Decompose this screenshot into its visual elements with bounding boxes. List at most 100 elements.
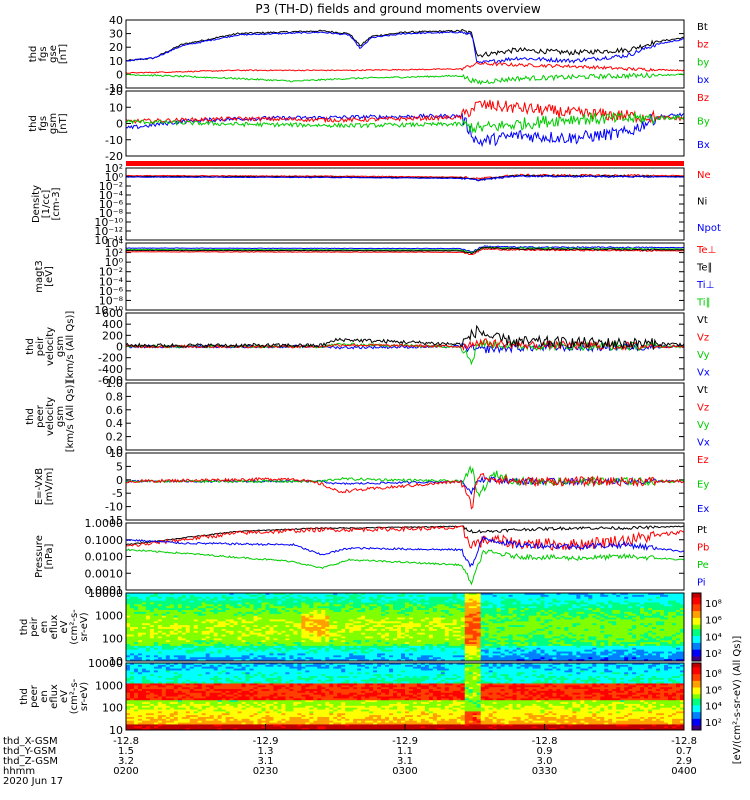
heat-cell [600, 649, 605, 653]
heat-cell [321, 615, 326, 619]
heat-cell [401, 619, 406, 622]
heat-cell [157, 630, 163, 634]
panel-frame [125, 167, 685, 241]
ytick-label: 10⁻² [99, 266, 123, 279]
heat-cell [337, 623, 342, 626]
heat-cell [141, 615, 147, 619]
heat-cell [317, 638, 322, 641]
heat-cell [628, 655, 633, 658]
heat-cell [556, 613, 561, 617]
heat-cell [624, 623, 629, 626]
heat-cell [165, 632, 171, 636]
heat-cell [281, 627, 286, 630]
heat-cell [237, 628, 243, 632]
heat-cell [432, 594, 438, 598]
heat-cell [389, 593, 394, 596]
heat-cell [428, 615, 434, 619]
heat-cell [401, 621, 406, 624]
heat-cell [309, 630, 314, 634]
heat-cell [153, 645, 159, 649]
heat-cell [552, 655, 557, 658]
heat-cell [484, 606, 490, 609]
ylabel-line: eV [59, 620, 70, 633]
heat-cell [345, 598, 350, 602]
heat-cell [365, 657, 370, 660]
heat-cell [233, 657, 239, 660]
ylabel-line: magt3 [34, 260, 45, 293]
heat-cell [508, 621, 514, 624]
heat-cell [456, 621, 462, 624]
heat-cell [209, 628, 215, 632]
heat-cell [496, 611, 502, 615]
heat-cell [524, 619, 530, 622]
heat-cell [225, 634, 231, 637]
heat-cell [432, 606, 438, 609]
heat-cell [496, 642, 502, 645]
heat-cell [333, 593, 338, 596]
heat-cell [317, 615, 322, 619]
heat-cell [357, 638, 362, 641]
heat-cell [516, 617, 522, 620]
heat-cell [273, 657, 278, 660]
heat-cell [460, 630, 466, 634]
heat-cell [580, 621, 585, 624]
heat-cell [608, 632, 613, 636]
heat-cell [293, 613, 298, 617]
heat-cell [305, 610, 310, 613]
heat-cell [412, 642, 418, 645]
heat-cell [560, 642, 565, 645]
heat-cell [548, 611, 553, 615]
heat-cell [608, 600, 613, 603]
heat-cell [412, 621, 418, 624]
heat-cell [213, 636, 219, 639]
heat-cell [405, 651, 410, 654]
heat-cell [369, 627, 374, 630]
heat-cell [329, 608, 334, 611]
heat-cell [126, 655, 131, 658]
heat-cell [440, 621, 446, 624]
heat-cell [309, 649, 314, 653]
heat-cell [416, 632, 422, 636]
heat-cell [277, 611, 282, 615]
heat-cell [185, 655, 191, 658]
heat-cell [361, 606, 366, 609]
heat-cell [452, 593, 458, 596]
heat-cell [241, 645, 247, 649]
heat-cell [468, 606, 474, 609]
heat-cell [269, 653, 274, 656]
heat-cell [389, 625, 394, 628]
heat-cell [616, 655, 621, 658]
heat-cell [588, 619, 593, 622]
heat-cell [193, 596, 199, 600]
heat-cell [389, 621, 394, 624]
heat-cell [592, 621, 597, 624]
heat-cell [532, 621, 538, 624]
heat-cell [460, 600, 466, 603]
ylabel-line: peir [35, 336, 46, 356]
heat-cell [345, 657, 350, 660]
heat-cell [249, 636, 255, 639]
heat-cell [161, 594, 167, 598]
heat-cell [133, 653, 139, 656]
heat-cell [145, 611, 151, 615]
heat-cell [500, 636, 506, 639]
heat-cell [472, 615, 478, 619]
heat-cell [476, 594, 482, 598]
heat-cell [225, 642, 231, 645]
heat-cell [516, 644, 522, 647]
heat-cell [520, 611, 526, 615]
heat-cell [444, 617, 450, 620]
heat-cell [173, 628, 179, 632]
heat-cell [412, 647, 418, 651]
heat-cell [229, 613, 235, 617]
heat-cell [265, 600, 270, 603]
heat-cell [432, 647, 438, 651]
heat-cell [552, 653, 557, 656]
heat-cell [393, 615, 398, 619]
heat-cell [556, 627, 561, 630]
heat-cell [301, 653, 306, 656]
heat-cell [548, 630, 553, 634]
heat-cell [273, 610, 278, 613]
heat-cell [385, 600, 390, 603]
heat-cell [484, 636, 490, 639]
